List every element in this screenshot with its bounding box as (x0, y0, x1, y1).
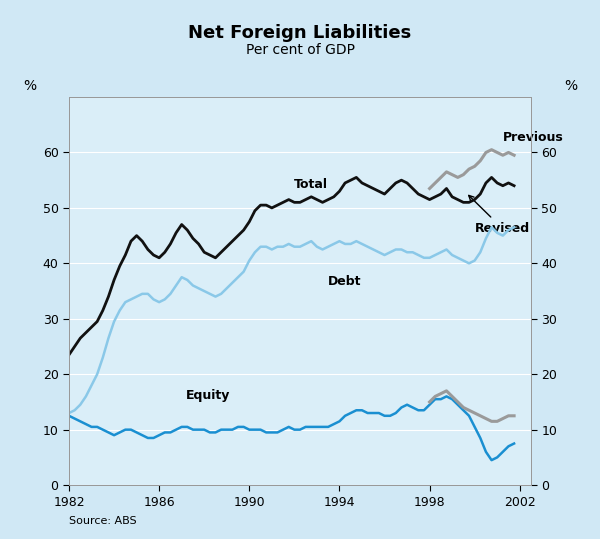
Text: Equity: Equity (186, 389, 230, 402)
Text: Source: ABS: Source: ABS (69, 515, 137, 526)
Text: Total: Total (295, 178, 328, 191)
Text: Previous: Previous (503, 131, 563, 144)
Text: %: % (23, 79, 36, 93)
Text: Per cent of GDP: Per cent of GDP (245, 43, 355, 57)
Text: Net Foreign Liabilities: Net Foreign Liabilities (188, 24, 412, 42)
Text: Debt: Debt (328, 275, 362, 288)
Text: Revised: Revised (469, 196, 530, 235)
Text: %: % (564, 79, 577, 93)
